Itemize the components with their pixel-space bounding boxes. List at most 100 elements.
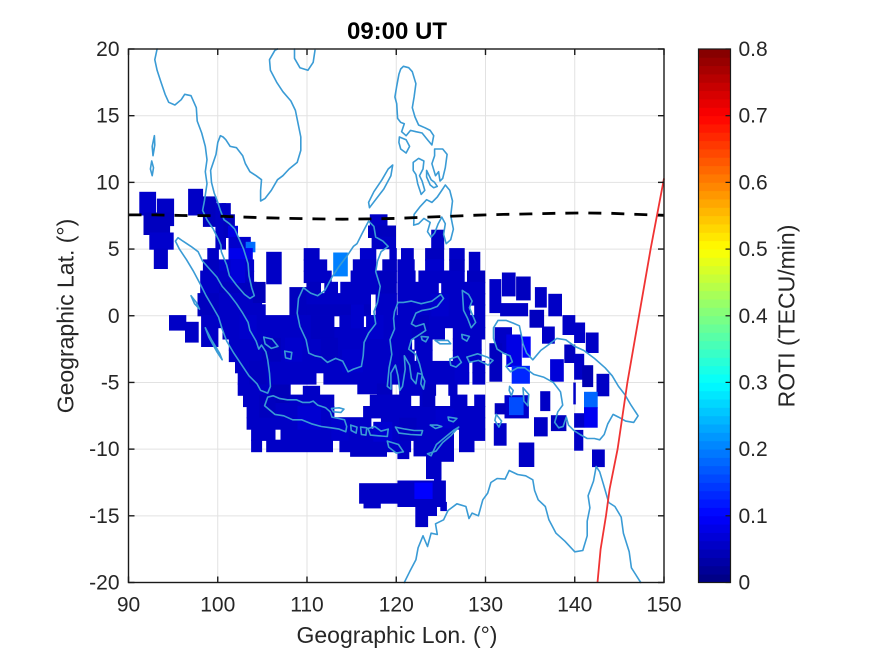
- roti-cell: [584, 407, 598, 428]
- roti-cell: [389, 248, 397, 261]
- roti-cell: [366, 315, 384, 339]
- roti-cell: [472, 372, 486, 385]
- y-tick-label: 0: [108, 305, 120, 328]
- coastline-madura: [330, 406, 345, 414]
- coastline-nias: [190, 294, 201, 310]
- coastline-tanimbar: [494, 413, 503, 428]
- roti-cell: [397, 451, 410, 460]
- roti-cell: [185, 321, 199, 343]
- roti-cell: [574, 353, 585, 380]
- roti-cell: [239, 315, 257, 339]
- roti-cell: [440, 501, 447, 512]
- roti-cell: [431, 229, 445, 250]
- roti-cell: [596, 373, 610, 397]
- coastline-java: [263, 394, 348, 433]
- roti-cell: [197, 293, 219, 317]
- roti-cell: [592, 449, 605, 468]
- roti-cell: [397, 281, 439, 295]
- roti-cell: [306, 281, 321, 295]
- roti-cell: [351, 304, 364, 329]
- roti-cell: [376, 383, 393, 396]
- colorbar-tick-label: 0.4: [739, 305, 769, 328]
- x-tick-label: 110: [290, 594, 323, 617]
- roti-cell: [249, 360, 267, 385]
- coastline-sumbawa: [367, 425, 390, 438]
- roti-cell: [449, 248, 465, 261]
- roti-cell: [452, 338, 482, 351]
- roti-cell: [450, 394, 468, 408]
- roti-cell: [574, 322, 586, 343]
- coastline-sula: [434, 339, 452, 345]
- roti-cell: [252, 281, 266, 303]
- coastline-mindanao: [412, 184, 455, 245]
- coastline-timor: [426, 426, 460, 457]
- coastline-mentawai: [204, 326, 223, 361]
- roti-cell: [418, 270, 465, 284]
- roti-cell: [369, 394, 412, 408]
- roti-cell: [459, 428, 486, 441]
- roti-cell: [251, 428, 276, 441]
- roti-cell: [303, 248, 320, 261]
- roti-cell: [228, 236, 251, 250]
- coastline-buru: [448, 355, 463, 368]
- roti-cell: [435, 408, 454, 429]
- coastline-wetar: [447, 416, 458, 423]
- coastline-halmahera: [461, 289, 477, 329]
- coastline-borneo: [296, 220, 390, 373]
- roti-cell: [459, 439, 475, 453]
- coastline-hainan: [293, 48, 316, 72]
- roti-cell: [413, 451, 428, 457]
- roti-cell: [518, 442, 535, 467]
- roti-cell: [564, 344, 576, 363]
- chart-title: 09:00 UT: [346, 18, 448, 45]
- roti-cell: [416, 349, 433, 363]
- coastline-mainland_southeast_asia: [154, 48, 302, 300]
- coastline-seram: [465, 352, 494, 366]
- roti-cell: [363, 502, 381, 509]
- roti-cell: [441, 281, 486, 295]
- x-tick-label: 130: [468, 594, 503, 617]
- roti-cell: [285, 337, 303, 362]
- roti-cell: [202, 259, 219, 272]
- roti-cell: [139, 191, 157, 216]
- y-tick-label: 10: [96, 171, 119, 194]
- colorbar-tick-label: 0.3: [739, 371, 768, 394]
- roti-cell: [149, 232, 174, 250]
- roti-cell: [310, 315, 335, 339]
- roti-cell: [584, 391, 598, 409]
- roti-cell: [468, 251, 481, 271]
- roti-cell: [303, 259, 328, 272]
- roti-cell: [320, 337, 338, 362]
- y-tick-label: 15: [96, 105, 119, 128]
- roti-cell: [266, 251, 282, 285]
- coastline-alor: [429, 424, 443, 430]
- roti-cell: [207, 248, 219, 261]
- roti-cell: [377, 271, 396, 294]
- coastline-bangka: [262, 336, 279, 350]
- tick-marks: [127, 48, 665, 584]
- y-tick-label: 5: [108, 238, 120, 261]
- coastline-andaman_south: [149, 160, 155, 177]
- coastline-new_guinea: [492, 319, 639, 441]
- colorbar-tick-label: 0.8: [739, 38, 768, 61]
- roti-cell: [153, 248, 168, 269]
- roti-cell: [548, 293, 562, 317]
- x-axis-label: Geographic Lon. (°): [296, 622, 498, 648]
- coastline-australia: [403, 465, 642, 584]
- coastline-luzon: [394, 65, 435, 146]
- magnetic-equator-line: [128, 211, 665, 221]
- y-tick-label: -10: [89, 438, 119, 461]
- roti-cell: [582, 365, 594, 388]
- y-axis-label: Geographic Lat. (°): [52, 218, 79, 414]
- roti-cell: [359, 248, 377, 261]
- coastline-sumatra: [174, 236, 272, 394]
- roti-cell: [200, 270, 219, 295]
- coastline-banggai: [420, 335, 430, 343]
- roti-cell: [562, 315, 576, 335]
- roti-cell: [489, 343, 503, 382]
- roti-cell: [489, 279, 502, 314]
- roti-cell: [373, 421, 393, 442]
- roti-cell: [474, 304, 486, 317]
